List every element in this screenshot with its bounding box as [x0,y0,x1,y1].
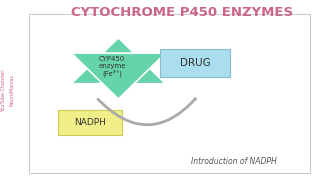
Polygon shape [71,53,165,99]
Text: DRUG: DRUG [180,58,211,68]
FancyBboxPatch shape [29,14,310,173]
Text: NADPH: NADPH [74,118,106,127]
Text: YouTube Channel:
NeuroManiac: YouTube Channel: NeuroManiac [1,68,15,112]
Polygon shape [71,38,165,84]
FancyBboxPatch shape [58,110,122,135]
Text: CYTOCHROME P450 ENZYMES: CYTOCHROME P450 ENZYMES [71,6,293,19]
FancyArrowPatch shape [98,99,196,125]
Text: CYP450
enzyme
(Fe³⁺): CYP450 enzyme (Fe³⁺) [98,56,126,77]
FancyBboxPatch shape [160,49,230,77]
Text: Introduction of NADPH: Introduction of NADPH [191,158,276,166]
